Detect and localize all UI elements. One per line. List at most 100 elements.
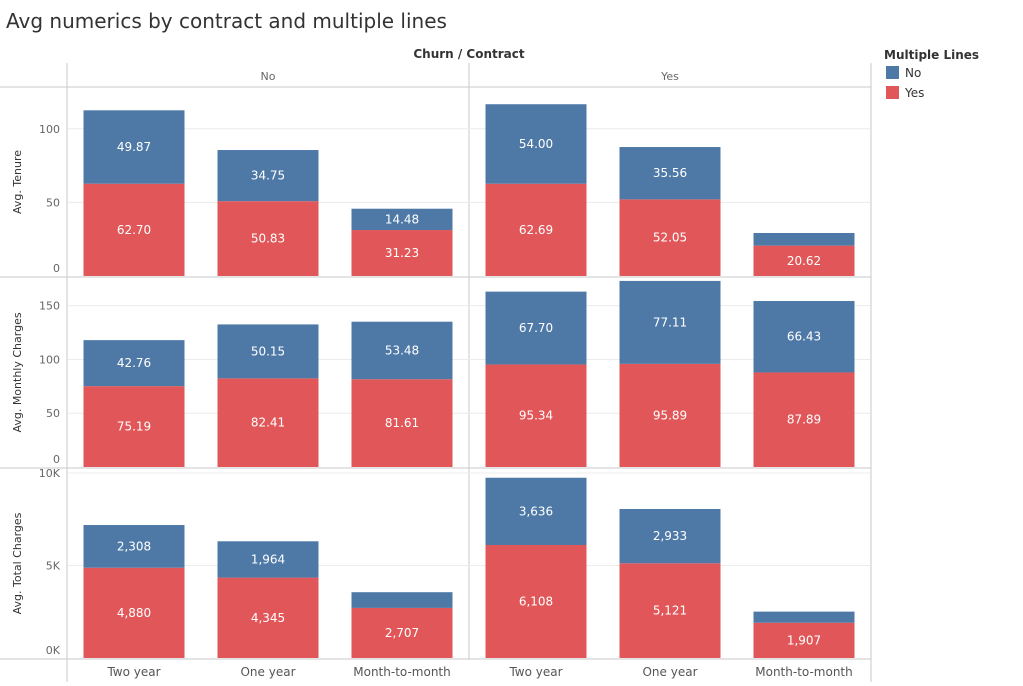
- y-tick-label: 50: [46, 407, 60, 420]
- bar-segment-no: [753, 301, 855, 373]
- bar-segment-yes: [351, 379, 453, 467]
- data-label-yes: 95.89: [653, 408, 687, 422]
- bar-segment-yes: [753, 622, 855, 658]
- data-label-no: 14.48: [385, 212, 419, 226]
- bar-segment-yes: [753, 245, 855, 276]
- bar-segment-yes: [217, 577, 319, 658]
- bar-segment-yes: [485, 545, 587, 658]
- bar-segment-yes: [351, 230, 453, 276]
- x-tick-label: One year: [240, 665, 295, 679]
- bar-segment-no: [83, 340, 185, 387]
- data-label-no: 34.75: [251, 169, 285, 183]
- x-tick-label: Two year: [106, 665, 160, 679]
- y-tick-label: 50: [46, 196, 60, 209]
- bar-segment-no: [351, 321, 453, 380]
- data-label-no: 49.87: [117, 140, 151, 154]
- data-label-yes: 87.89: [787, 413, 821, 427]
- data-label-yes: 50.83: [251, 232, 285, 246]
- bar-segment-no: [619, 147, 721, 200]
- bar-segment-no: [619, 509, 721, 564]
- y-tick-label: 100: [39, 123, 60, 136]
- bar-segment-yes: [619, 199, 721, 276]
- data-label-no: 2,308: [117, 539, 151, 553]
- data-label-yes: 81.61: [385, 416, 419, 430]
- plot-area: No Yes 0 50 100 Avg. Tenure 62.70 49.87 50.83 34.…: [0, 63, 872, 682]
- legend-swatch-yes: [886, 86, 899, 99]
- y-tick-label: 0: [53, 453, 60, 466]
- bar-segment-no: [753, 611, 855, 623]
- x-tick-label: One year: [642, 665, 697, 679]
- bar-segment-no: [83, 525, 185, 568]
- y-axis-label: Avg. Monthly Charges: [11, 312, 24, 432]
- bar-segment-no: [83, 110, 185, 184]
- data-label-no: 42.76: [117, 356, 151, 370]
- data-label-no: 54.00: [519, 137, 553, 151]
- bar-segment-no: [217, 541, 319, 578]
- y-tick-label: 0K: [46, 644, 61, 657]
- data-label-no: 50.15: [251, 344, 285, 358]
- bar-segment-no: [351, 208, 453, 231]
- data-label-no: 53.48: [385, 343, 419, 357]
- data-label-yes: 1,907: [787, 633, 821, 647]
- legend-title: Multiple Lines: [884, 48, 979, 62]
- bar-segment-yes: [485, 364, 587, 467]
- bar-segment-yes: [619, 363, 721, 467]
- bar-segment-no: [351, 592, 453, 608]
- bar-segment-no: [753, 232, 855, 246]
- legend-label-yes: Yes: [904, 86, 924, 100]
- y-axis-label: Avg. Tenure: [11, 150, 24, 214]
- bar-segment-yes: [485, 183, 587, 276]
- bar-segment-yes: [351, 607, 453, 658]
- y-tick-label: 5K: [46, 560, 61, 573]
- bar-segment-no: [485, 477, 587, 546]
- y-axis-label: Avg. Total Charges: [11, 512, 24, 614]
- data-label-yes: 20.62: [787, 254, 821, 268]
- y-tick-label: 150: [39, 300, 60, 313]
- data-label-yes: 2,707: [385, 626, 419, 640]
- data-label-no: 3,636: [519, 504, 553, 518]
- x-tick-label: Month-to-month: [755, 665, 853, 679]
- churn-header-no: No: [261, 70, 276, 83]
- data-label-yes: 52.05: [653, 231, 687, 245]
- data-label-yes: 4,880: [117, 606, 151, 620]
- legend-label-no: No: [905, 66, 921, 80]
- bar-segment-no: [619, 280, 721, 364]
- bar-segment-yes: [619, 563, 721, 658]
- churn-header-yes: Yes: [660, 70, 679, 83]
- data-label-no: 35.56: [653, 166, 687, 180]
- data-label-yes: 82.41: [251, 416, 285, 430]
- bar-segment-yes: [217, 201, 319, 276]
- y-tick-label: 0: [53, 262, 60, 275]
- legend: No Yes: [886, 66, 924, 100]
- dimensions-header: Churn / Contract: [413, 47, 525, 61]
- bar-segment-no: [217, 150, 319, 202]
- bar-segment-no: [485, 291, 587, 365]
- data-label-no: 67.70: [519, 321, 553, 335]
- data-label-yes: 95.34: [519, 409, 553, 423]
- bar-segment-yes: [217, 378, 319, 467]
- data-label-no: 2,933: [653, 529, 687, 543]
- bar-segment-no: [217, 324, 319, 379]
- x-tick-label: Month-to-month: [353, 665, 451, 679]
- data-label-no: 77.11: [653, 315, 687, 329]
- data-label-yes: 31.23: [385, 246, 419, 260]
- bar-segment-yes: [83, 567, 185, 658]
- legend-swatch-no: [886, 66, 899, 79]
- bar-segment-yes: [83, 183, 185, 276]
- data-label-yes: 62.69: [519, 223, 553, 237]
- data-label-yes: 75.19: [117, 420, 151, 434]
- bar-segment-yes: [83, 386, 185, 467]
- data-label-no: 66.43: [787, 330, 821, 344]
- chart-title: Avg numerics by contract and multiple li…: [6, 9, 447, 33]
- y-tick-label: 100: [39, 353, 60, 366]
- x-tick-label: Two year: [508, 665, 562, 679]
- data-label-yes: 6,108: [519, 595, 553, 609]
- data-label-yes: 5,121: [653, 604, 687, 618]
- bar-segment-no: [485, 104, 587, 184]
- data-label-yes: 62.70: [117, 223, 151, 237]
- data-label-yes: 4,345: [251, 611, 285, 625]
- data-label-no: 1,964: [251, 552, 285, 566]
- bar-segment-yes: [753, 372, 855, 467]
